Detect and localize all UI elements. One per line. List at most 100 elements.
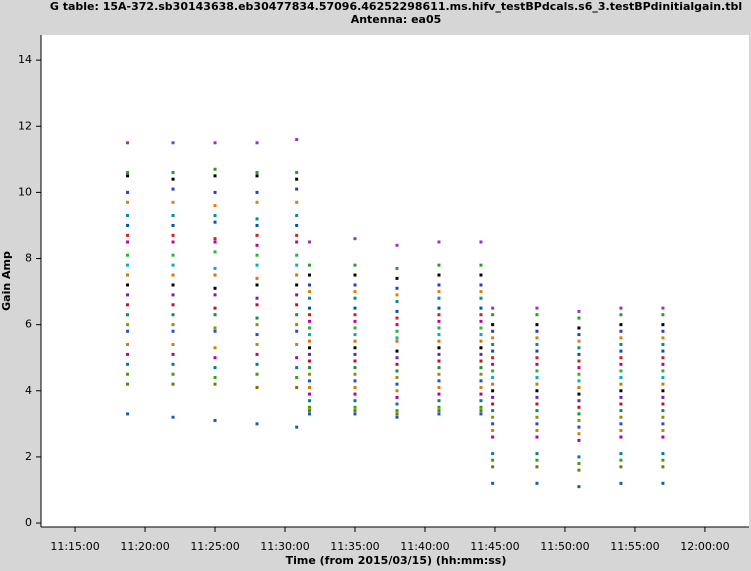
data-point [395, 339, 399, 343]
data-point [126, 200, 130, 204]
data-point [437, 263, 441, 267]
data-point [535, 458, 539, 462]
data-point [353, 405, 357, 409]
data-point [535, 452, 539, 456]
data-point [661, 428, 665, 432]
data-point [255, 263, 259, 267]
data-point [213, 266, 217, 270]
y-tick-label: 6 [25, 318, 32, 331]
data-point [255, 243, 259, 247]
data-point [213, 220, 217, 224]
data-point [308, 339, 312, 343]
data-point [491, 435, 495, 439]
data-point [491, 342, 495, 346]
data-point [308, 296, 312, 300]
data-point [479, 240, 483, 244]
data-point [295, 187, 299, 191]
data-point [308, 326, 312, 330]
data-point [619, 415, 623, 419]
data-point [491, 452, 495, 456]
data-point [126, 283, 130, 287]
data-point [577, 309, 581, 313]
data-point [295, 366, 299, 370]
data-point [308, 405, 312, 409]
data-point [126, 313, 130, 317]
data-point [535, 313, 539, 317]
data-point [295, 171, 299, 175]
data-point [619, 376, 623, 380]
data-point [126, 329, 130, 333]
data-point [535, 435, 539, 439]
data-point [479, 290, 483, 294]
data-point [535, 336, 539, 340]
data-point [171, 233, 175, 237]
data-point [437, 366, 441, 370]
data-point [437, 273, 441, 277]
data-point [577, 379, 581, 383]
data-point [479, 399, 483, 403]
data-point [619, 362, 623, 366]
y-axis-label: Gain Amp [0, 251, 13, 311]
data-point [577, 346, 581, 350]
data-point [213, 286, 217, 290]
data-point [126, 190, 130, 194]
y-tick-label: 10 [18, 185, 32, 198]
data-point [126, 342, 130, 346]
data-point [661, 409, 665, 413]
data-point [491, 402, 495, 406]
data-point [619, 452, 623, 456]
data-point [255, 303, 259, 307]
data-point [479, 372, 483, 376]
data-point [479, 273, 483, 277]
data-point [437, 346, 441, 350]
data-point [353, 379, 357, 383]
data-point [479, 405, 483, 409]
data-point [437, 399, 441, 403]
data-point [213, 204, 217, 208]
data-point [661, 329, 665, 333]
data-point [171, 342, 175, 346]
data-point [661, 356, 665, 360]
plot-area [41, 35, 749, 527]
data-point [213, 346, 217, 350]
data-point [661, 452, 665, 456]
data-point [577, 468, 581, 472]
data-point [308, 385, 312, 389]
data-point [535, 402, 539, 406]
data-point [479, 339, 483, 343]
data-point [353, 333, 357, 337]
chart-subtitle: Antenna: ea05 [351, 13, 442, 26]
data-point [171, 303, 175, 307]
data-point [126, 253, 130, 257]
data-point [661, 389, 665, 393]
data-point [491, 458, 495, 462]
data-point [353, 372, 357, 376]
data-point [255, 283, 259, 287]
data-point [126, 141, 130, 145]
data-point [213, 214, 217, 218]
data-point [619, 389, 623, 393]
data-point [437, 352, 441, 356]
data-point [395, 412, 399, 416]
data-point [308, 290, 312, 294]
data-point [395, 329, 399, 333]
data-point [213, 293, 217, 297]
data-point [619, 465, 623, 469]
data-point [661, 435, 665, 439]
data-point [295, 223, 299, 227]
data-point [353, 385, 357, 389]
data-point [395, 356, 399, 360]
data-point [437, 290, 441, 294]
data-point [479, 366, 483, 370]
data-point [661, 306, 665, 310]
data-point [619, 382, 623, 386]
data-point [479, 346, 483, 350]
data-point [213, 240, 217, 244]
data-point [437, 319, 441, 323]
data-point [437, 372, 441, 376]
data-point [437, 339, 441, 343]
data-point [491, 415, 495, 419]
data-point [577, 316, 581, 320]
data-point [437, 296, 441, 300]
